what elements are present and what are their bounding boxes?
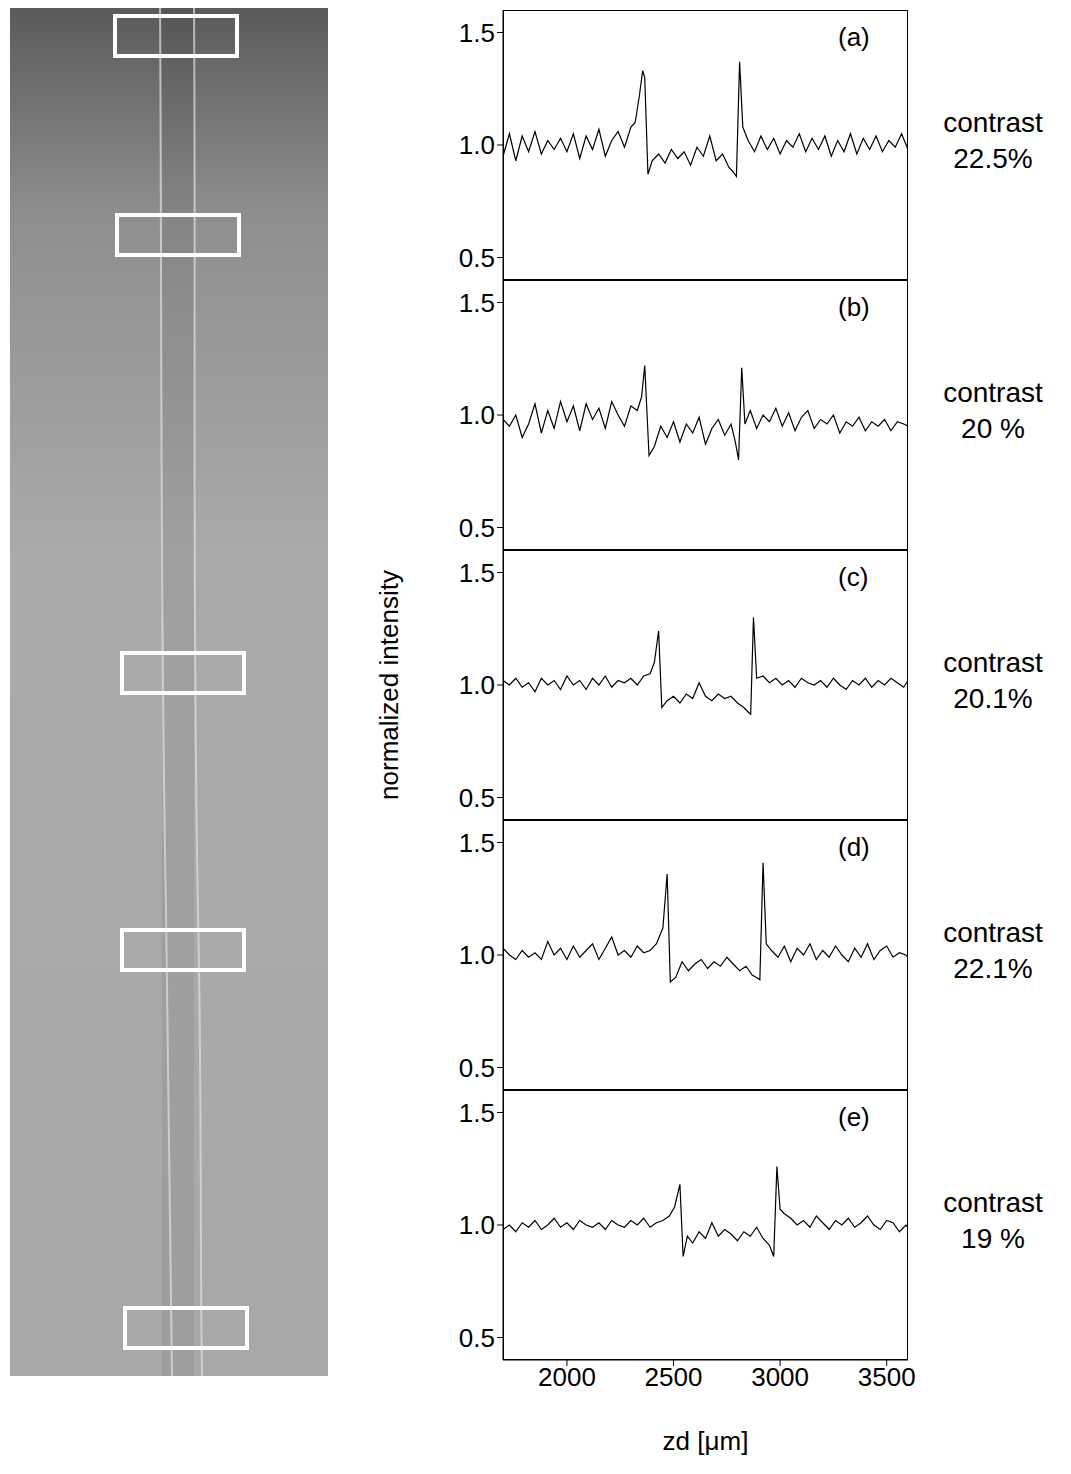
svg-text:1.5: 1.5 xyxy=(459,828,495,858)
html-text:contrast: contrast xyxy=(943,917,1043,948)
html-text:contrast: contrast xyxy=(943,1187,1043,1218)
svg-text:2000: 2000 xyxy=(538,1362,596,1392)
html-text:22.5%: 22.5% xyxy=(953,143,1033,174)
svg-text:0.5: 0.5 xyxy=(459,1053,495,1083)
html-text:(c): (c) xyxy=(838,562,869,592)
svg-text:3000: 3000 xyxy=(751,1362,809,1392)
svg-text:1.0: 1.0 xyxy=(459,1210,495,1240)
html-text:(e): (e) xyxy=(838,1102,870,1132)
svg-text:1.5: 1.5 xyxy=(459,558,495,588)
svg-text:1.0: 1.0 xyxy=(459,400,495,430)
html-text:(b): (b) xyxy=(838,292,870,322)
svg-text:normalized intensity: normalized intensity xyxy=(374,570,404,800)
html-text:(d): (d) xyxy=(838,832,870,862)
svg-text:zd [μm]: zd [μm] xyxy=(663,1426,749,1456)
svg-text:0.5: 0.5 xyxy=(459,243,495,273)
html-text:22.1%: 22.1% xyxy=(953,953,1033,984)
html-text:(a): (a) xyxy=(838,22,870,52)
svg-text:1.0: 1.0 xyxy=(459,670,495,700)
svg-text:0.5: 0.5 xyxy=(459,513,495,543)
html-text:contrast: contrast xyxy=(943,647,1043,678)
html-text:20 %: 20 % xyxy=(961,413,1025,444)
svg-text:1.5: 1.5 xyxy=(459,1098,495,1128)
html-text:19 %: 19 % xyxy=(961,1223,1025,1254)
svg-text:1.0: 1.0 xyxy=(459,940,495,970)
html-text:contrast: contrast xyxy=(943,107,1043,138)
html-text:contrast: contrast xyxy=(943,377,1043,408)
svg-text:3500: 3500 xyxy=(858,1362,916,1392)
svg-text:0.5: 0.5 xyxy=(459,783,495,813)
html-text:20.1%: 20.1% xyxy=(953,683,1033,714)
svg-text:1.5: 1.5 xyxy=(459,288,495,318)
svg-text:1.5: 1.5 xyxy=(459,18,495,48)
svg-text:0.5: 0.5 xyxy=(459,1323,495,1353)
svg-text:2500: 2500 xyxy=(645,1362,703,1392)
svg-text:1.0: 1.0 xyxy=(459,130,495,160)
